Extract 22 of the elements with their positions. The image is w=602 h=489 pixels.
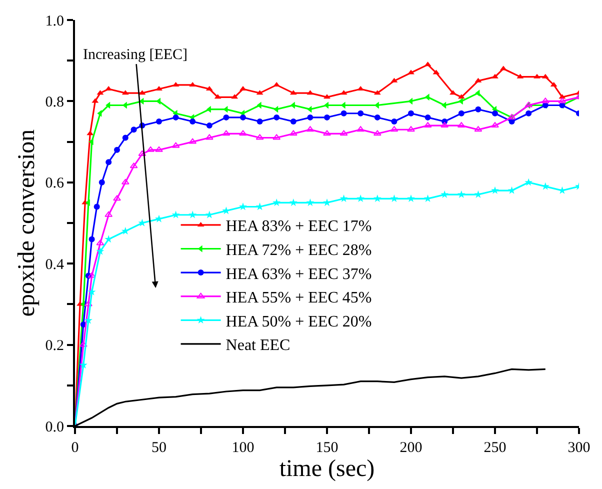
x-axis-title: time (sec) xyxy=(279,456,375,482)
x-tick-label: 150 xyxy=(316,440,338,456)
y-tick-label: 1.0 xyxy=(45,13,64,30)
legend-label: Neat EEC xyxy=(226,337,290,354)
legend-label: HEA 63% + EEC 37% xyxy=(226,266,372,283)
legend-label: HEA 72% + EEC 28% xyxy=(226,242,372,259)
y-tick-label: 0.2 xyxy=(45,338,64,354)
x-tick-label: 50 xyxy=(152,440,166,456)
x-tick-label: 200 xyxy=(400,440,422,456)
y-tick-label: 0.4 xyxy=(45,256,64,273)
legend-label: HEA 50% + EEC 20% xyxy=(226,313,372,330)
y-axis-title: epoxide conversion xyxy=(14,129,40,317)
legend-label: HEA 55% + EEC 45% xyxy=(226,290,372,307)
annotation: Increasing [EEC] xyxy=(83,47,188,63)
x-tick-label: 250 xyxy=(484,440,506,456)
x-tick-label: 100 xyxy=(232,440,254,456)
x-tick-label: 300 xyxy=(568,440,590,456)
y-tick-label: 0.8 xyxy=(45,94,64,110)
legend-label: HEA 83% + EEC 17% xyxy=(226,218,372,236)
y-tick-label: 0.0 xyxy=(45,419,64,436)
x-tick-label: 0 xyxy=(71,440,79,456)
y-tick-label: 0.6 xyxy=(45,176,64,192)
